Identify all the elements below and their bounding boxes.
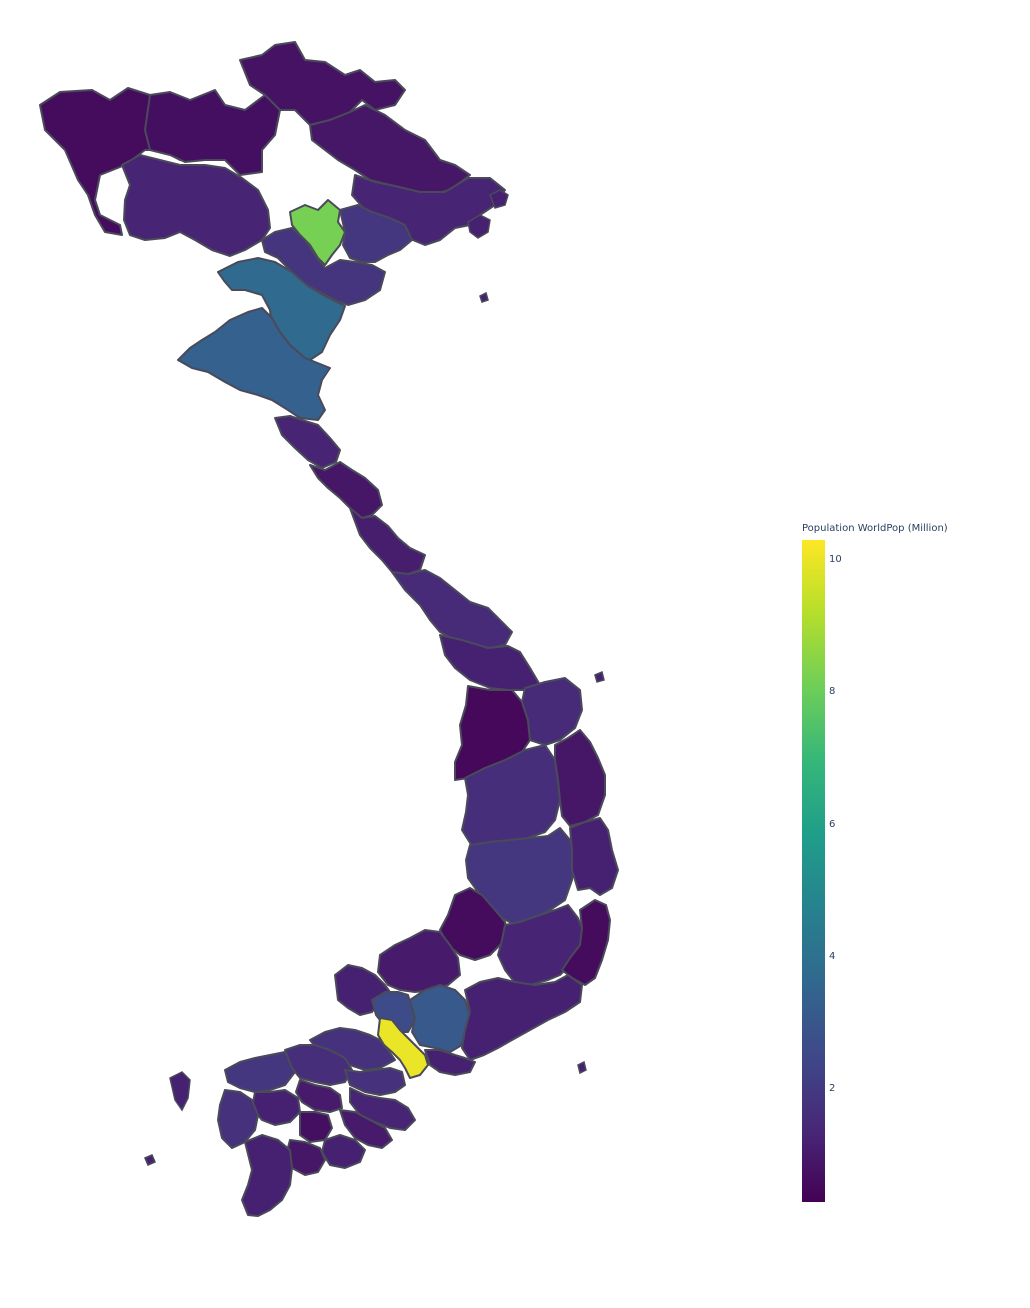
province-northeast-border[interactable] bbox=[309, 104, 471, 196]
province-tien-giang[interactable] bbox=[344, 1067, 406, 1096]
island-shape bbox=[489, 189, 509, 209]
colorbar-tick-label: 2 bbox=[829, 1083, 836, 1095]
island-shape bbox=[144, 1154, 156, 1166]
province-son-la[interactable] bbox=[121, 154, 271, 257]
province-khanh-hoa[interactable] bbox=[569, 817, 619, 896]
colorbar-title: Population WorldPop (Million) bbox=[802, 523, 948, 534]
province-gia-lai[interactable] bbox=[461, 744, 561, 847]
island-shape bbox=[479, 291, 489, 303]
province-red-river-delta-east[interactable] bbox=[339, 204, 413, 263]
colorbar-tick-label: 4 bbox=[829, 951, 836, 963]
province-north-central-mountains[interactable] bbox=[239, 41, 406, 126]
colorbar bbox=[802, 540, 825, 1202]
province-tra-vinh[interactable] bbox=[339, 1109, 393, 1149]
island-shape bbox=[169, 1071, 191, 1112]
province-binh-phuoc[interactable] bbox=[377, 929, 461, 993]
island-shape bbox=[594, 670, 605, 683]
province-quang-tri-hue[interactable] bbox=[349, 507, 426, 576]
province-vinh-long[interactable] bbox=[295, 1079, 343, 1113]
island-shape bbox=[577, 1060, 587, 1075]
colorbar-tick-label: 6 bbox=[829, 818, 836, 830]
province-nghe-an[interactable] bbox=[177, 307, 331, 421]
province-ninh-thuan[interactable] bbox=[561, 899, 611, 986]
province-binh-thuan[interactable] bbox=[461, 974, 583, 1061]
colorbar-tick-label: 8 bbox=[829, 686, 836, 698]
province-northwest-west[interactable] bbox=[144, 89, 281, 176]
island-shape bbox=[467, 214, 491, 239]
colorbar-tick-label: 10 bbox=[829, 553, 842, 565]
province-binh-dinh[interactable] bbox=[521, 677, 583, 746]
province-quang-binh[interactable] bbox=[309, 461, 383, 519]
province-hau-giang[interactable] bbox=[299, 1111, 333, 1143]
province-soc-trang[interactable] bbox=[321, 1134, 366, 1169]
province-dong-nai[interactable] bbox=[409, 984, 471, 1053]
province-ha-tinh[interactable] bbox=[274, 415, 341, 469]
province-ca-mau[interactable] bbox=[241, 1134, 293, 1217]
province-phu-yen[interactable] bbox=[554, 729, 606, 827]
province-ba-ria-vung-tau[interactable] bbox=[424, 1049, 476, 1076]
province-can-tho[interactable] bbox=[251, 1089, 301, 1126]
province-da-nang-quang-nam[interactable] bbox=[391, 569, 513, 649]
province-thanh-hoa[interactable] bbox=[217, 257, 346, 361]
